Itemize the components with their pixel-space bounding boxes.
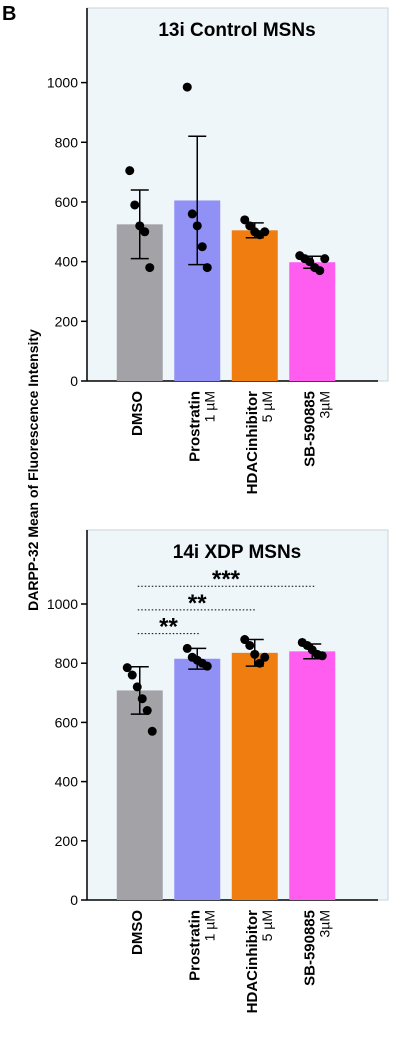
y-tick-label: 200 — [55, 313, 79, 329]
y-tick-label: 800 — [55, 655, 79, 671]
data-point — [187, 209, 197, 219]
x-tick-label: SB-590885 — [301, 910, 318, 986]
y-tick-label: 0 — [70, 892, 78, 908]
data-point — [315, 266, 325, 276]
x-tick-label: Prostratin — [186, 910, 203, 981]
y-axis-label: DARPP-32 Mean of Fluorescence Intensity — [25, 329, 41, 611]
x-tick-label: DMSO — [129, 391, 146, 436]
data-point — [202, 661, 212, 671]
x-tick-sublabel: 3µM — [316, 910, 332, 938]
data-point — [250, 649, 260, 659]
data-point — [142, 706, 152, 716]
x-tick-sublabel: 5 µM — [259, 391, 275, 422]
data-point — [182, 82, 192, 92]
data-point — [305, 257, 315, 267]
y-tick-label: 1000 — [47, 75, 78, 91]
bar — [116, 690, 163, 900]
significance-label: ** — [188, 590, 207, 617]
x-tick-sublabel: 3µM — [316, 391, 332, 419]
data-point — [255, 658, 265, 668]
x-tick-sublabel: 1 µM — [201, 391, 217, 422]
y-tick-label: 400 — [55, 254, 79, 270]
bar — [289, 262, 336, 381]
x-tick-label: Prostratin — [186, 391, 203, 462]
bar — [174, 658, 221, 900]
data-point — [182, 643, 192, 653]
data-point — [202, 263, 212, 273]
x-tick-label: HDACinhibitor — [244, 391, 261, 494]
data-point — [245, 221, 255, 231]
significance-label: ** — [159, 614, 178, 641]
data-point — [127, 670, 137, 680]
data-point — [147, 726, 157, 736]
significance-label: *** — [212, 566, 241, 593]
chart-title: 14i XDP MSNs — [173, 542, 301, 563]
y-tick-label: 400 — [55, 774, 79, 790]
data-point — [132, 682, 142, 692]
data-point — [317, 651, 327, 661]
x-tick-label: DMSO — [129, 910, 146, 955]
data-point — [130, 200, 140, 210]
data-point — [245, 640, 255, 650]
data-point — [145, 263, 155, 273]
y-tick-label: 1000 — [47, 596, 78, 612]
data-point — [320, 254, 330, 264]
bar — [231, 230, 278, 381]
data-point — [192, 221, 202, 231]
y-tick-label: 0 — [70, 373, 78, 389]
panel-label: B — [2, 3, 16, 25]
x-tick-label: SB-590885 — [301, 391, 318, 467]
y-tick-label: 600 — [55, 714, 79, 730]
data-point — [240, 635, 250, 645]
data-point — [260, 227, 270, 237]
data-point — [240, 215, 250, 225]
x-tick-label: HDACinhibitor — [244, 910, 261, 1013]
data-point — [260, 652, 270, 662]
data-point — [135, 221, 145, 231]
x-tick-sublabel: 1 µM — [201, 910, 217, 941]
x-tick-sublabel: 5 µM — [259, 910, 275, 941]
y-tick-label: 800 — [55, 134, 79, 150]
data-point — [125, 166, 135, 176]
data-point — [137, 694, 147, 704]
bar — [231, 652, 278, 900]
bar — [289, 651, 336, 900]
chart-title: 13i Control MSNs — [158, 20, 315, 41]
data-point — [197, 242, 207, 252]
data-point — [122, 663, 132, 673]
data-point — [140, 227, 150, 237]
y-tick-label: 200 — [55, 833, 79, 849]
y-tick-label: 600 — [55, 194, 79, 210]
